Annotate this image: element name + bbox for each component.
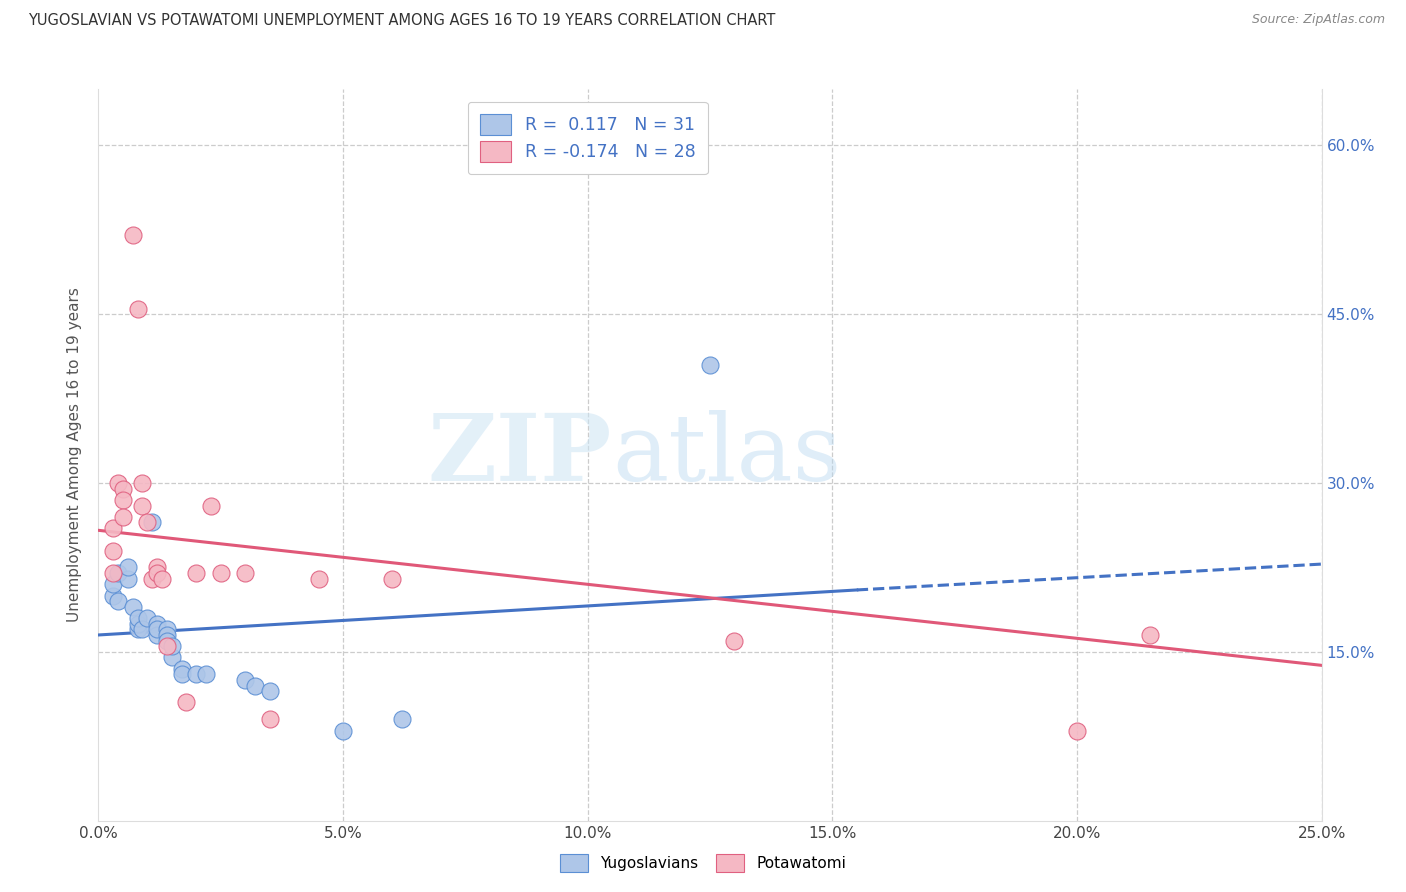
Point bbox=[107, 476, 129, 491]
Point bbox=[107, 594, 129, 608]
Point bbox=[146, 566, 169, 580]
Point bbox=[160, 650, 183, 665]
Point bbox=[259, 684, 281, 698]
Point bbox=[101, 589, 124, 603]
Point bbox=[150, 572, 173, 586]
Point bbox=[156, 623, 179, 637]
Point bbox=[131, 499, 153, 513]
Text: atlas: atlas bbox=[612, 410, 841, 500]
Point bbox=[111, 482, 134, 496]
Point bbox=[156, 633, 179, 648]
Point bbox=[141, 516, 163, 530]
Text: YUGOSLAVIAN VS POTAWATOMI UNEMPLOYMENT AMONG AGES 16 TO 19 YEARS CORRELATION CHA: YUGOSLAVIAN VS POTAWATOMI UNEMPLOYMENT A… bbox=[28, 13, 776, 29]
Point bbox=[146, 623, 169, 637]
Point bbox=[723, 633, 745, 648]
Text: ZIP: ZIP bbox=[427, 410, 612, 500]
Point bbox=[308, 572, 330, 586]
Text: Source: ZipAtlas.com: Source: ZipAtlas.com bbox=[1251, 13, 1385, 27]
Point bbox=[101, 543, 124, 558]
Point bbox=[699, 358, 721, 372]
Point bbox=[146, 560, 169, 574]
Legend: R =  0.117   N = 31, R = -0.174   N = 28: R = 0.117 N = 31, R = -0.174 N = 28 bbox=[468, 102, 707, 174]
Point bbox=[127, 611, 149, 625]
Point bbox=[146, 628, 169, 642]
Point bbox=[186, 667, 208, 681]
Point bbox=[141, 572, 163, 586]
Point bbox=[136, 611, 159, 625]
Point bbox=[101, 521, 124, 535]
Point bbox=[1139, 628, 1161, 642]
Point bbox=[209, 566, 232, 580]
Point bbox=[107, 566, 129, 580]
Point bbox=[117, 572, 139, 586]
Point bbox=[101, 577, 124, 591]
Point bbox=[117, 560, 139, 574]
Point bbox=[1066, 723, 1088, 738]
Point bbox=[170, 667, 193, 681]
Legend: Yugoslavians, Potawatomi: Yugoslavians, Potawatomi bbox=[553, 846, 853, 880]
Point bbox=[156, 628, 179, 642]
Y-axis label: Unemployment Among Ages 16 to 19 years: Unemployment Among Ages 16 to 19 years bbox=[67, 287, 83, 623]
Point bbox=[121, 599, 143, 614]
Point bbox=[160, 639, 183, 653]
Point bbox=[111, 492, 134, 507]
Point bbox=[136, 516, 159, 530]
Point bbox=[111, 509, 134, 524]
Point bbox=[233, 673, 256, 687]
Point bbox=[186, 566, 208, 580]
Point bbox=[127, 623, 149, 637]
Point bbox=[121, 228, 143, 243]
Point bbox=[131, 476, 153, 491]
Point bbox=[233, 566, 256, 580]
Point bbox=[195, 667, 218, 681]
Point bbox=[101, 566, 124, 580]
Point bbox=[170, 662, 193, 676]
Point bbox=[381, 572, 404, 586]
Point bbox=[176, 696, 198, 710]
Point bbox=[243, 679, 266, 693]
Point bbox=[200, 499, 222, 513]
Point bbox=[259, 712, 281, 726]
Point bbox=[131, 623, 153, 637]
Point bbox=[332, 723, 354, 738]
Point bbox=[146, 616, 169, 631]
Point bbox=[127, 301, 149, 316]
Point bbox=[156, 639, 179, 653]
Point bbox=[127, 616, 149, 631]
Point bbox=[391, 712, 413, 726]
